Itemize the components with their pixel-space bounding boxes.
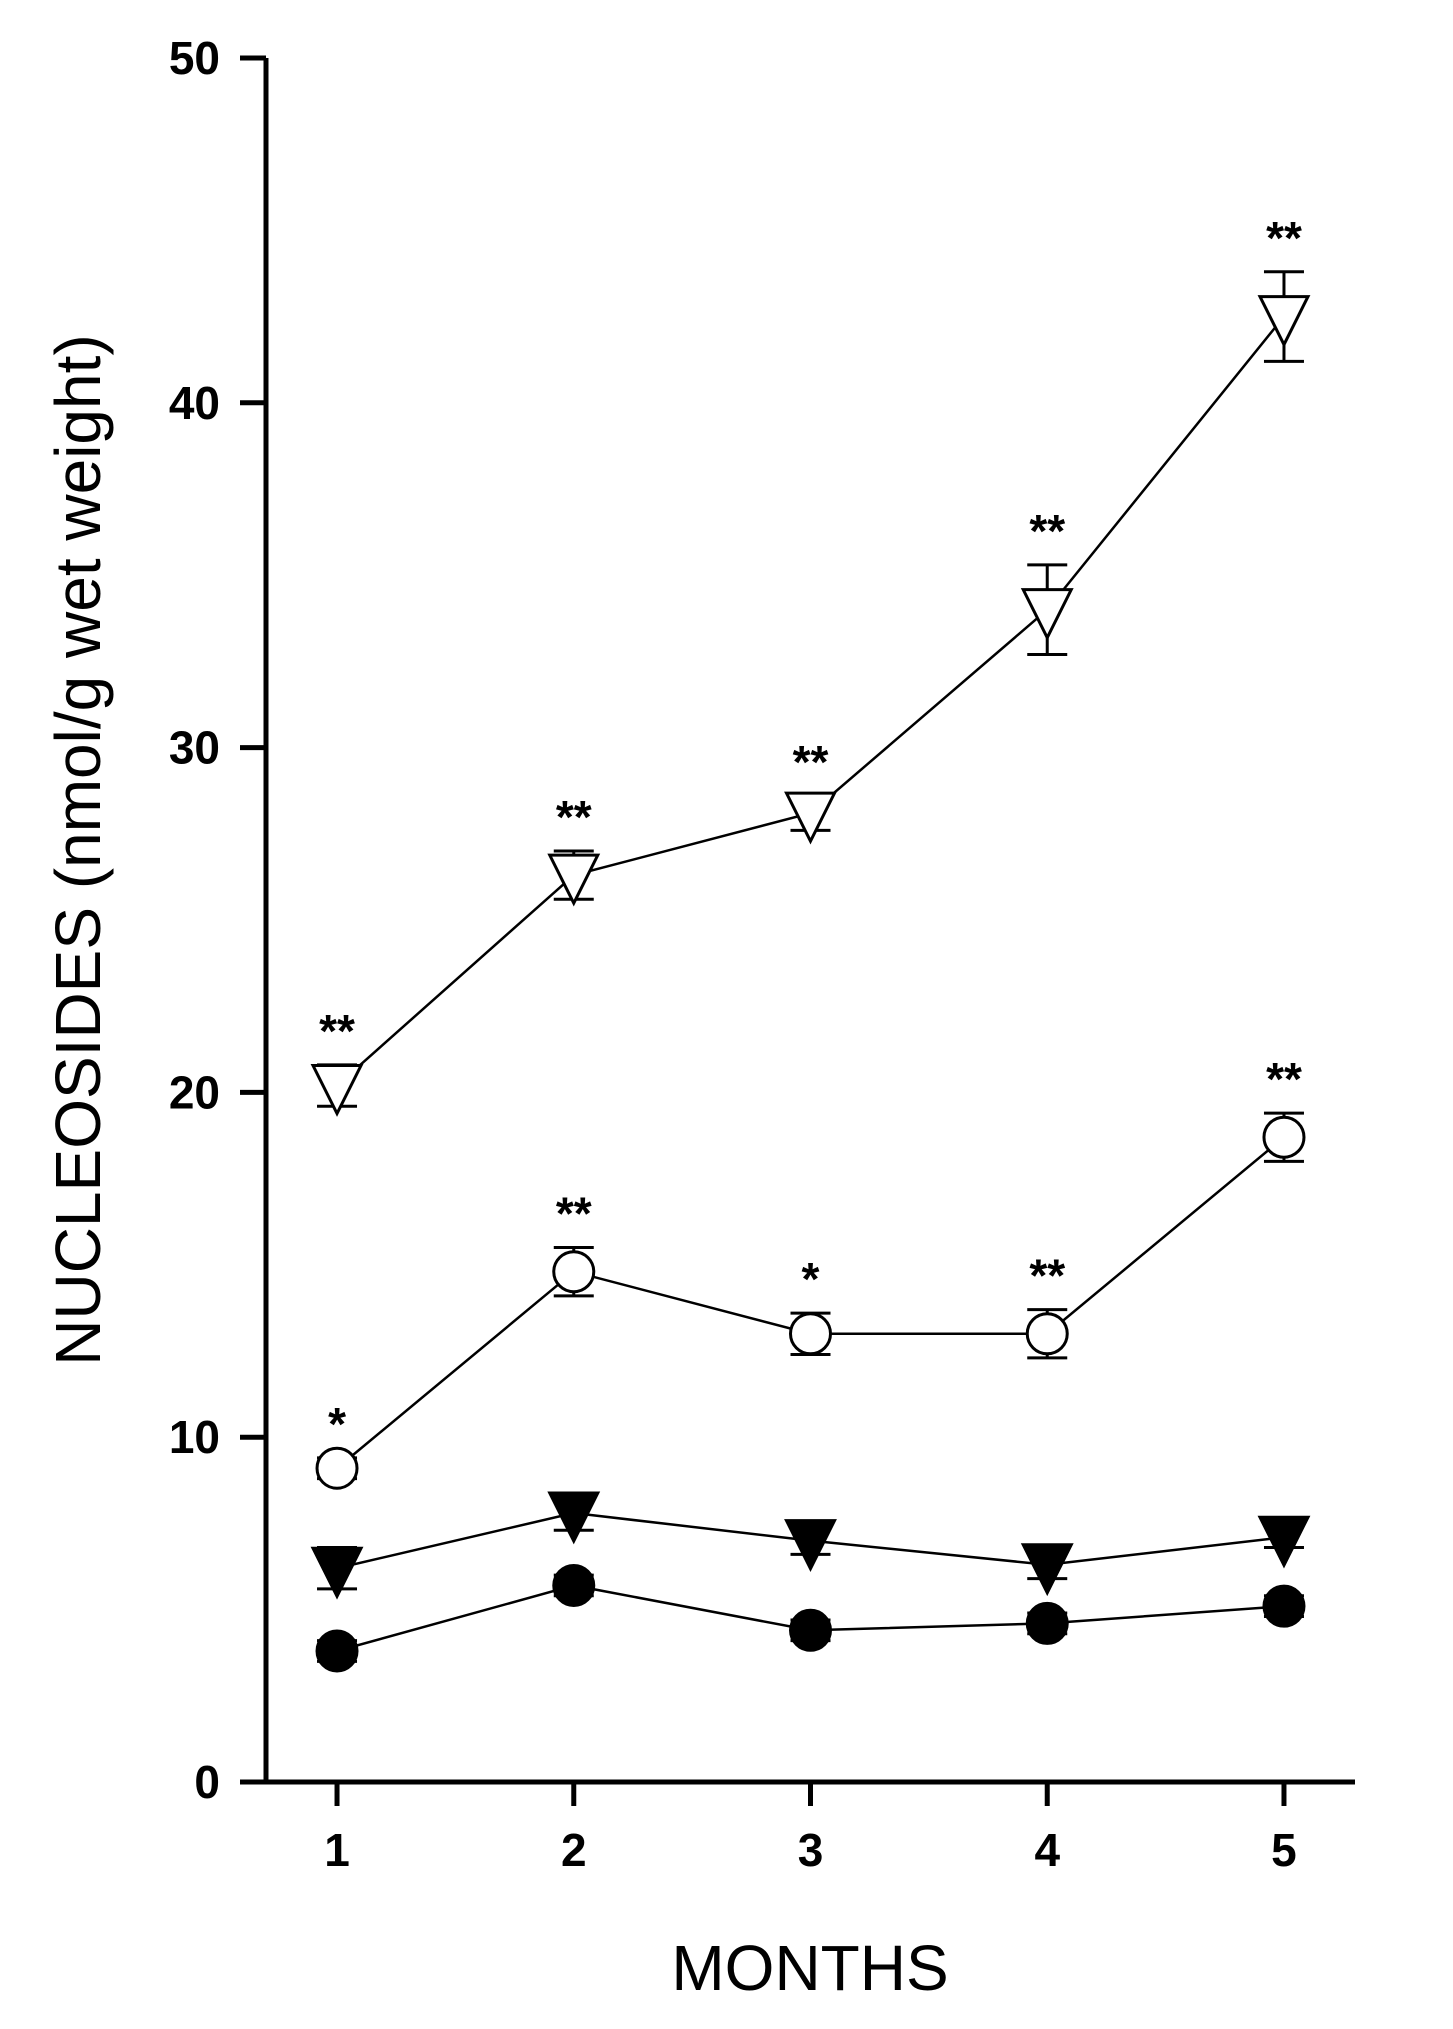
triangle-marker-filled — [547, 1491, 601, 1545]
significance-marker: ** — [1266, 1053, 1302, 1105]
circle-marker-filled — [315, 1629, 359, 1673]
y-tick-label: 30 — [169, 722, 220, 774]
circle-marker-open — [1262, 1115, 1306, 1159]
x-tick-label: 4 — [1034, 1824, 1060, 1876]
y-tick-label: 40 — [169, 377, 220, 429]
circle-marker-filled — [789, 1608, 832, 1652]
x-tick-label: 1 — [324, 1824, 350, 1876]
series-1: ** ** ** ** ** — [310, 212, 1311, 1117]
y-tick-label: 10 — [169, 1411, 220, 1463]
x-tick-label: 3 — [798, 1824, 824, 1876]
significance-marker: ** — [1029, 505, 1065, 557]
y-tick-label: 0 — [194, 1756, 220, 1808]
series-line — [336, 315, 1285, 1087]
circle-marker-open — [315, 1446, 359, 1490]
significance-marker: ** — [556, 1188, 592, 1240]
circle-marker-open — [1025, 1312, 1069, 1356]
significance-marker: ** — [793, 736, 829, 788]
circle-marker-filled — [1025, 1601, 1069, 1645]
x-axis-title: MONTHS — [671, 1932, 948, 2004]
circle-marker-filled — [1262, 1584, 1306, 1628]
triangle-marker-open — [1257, 295, 1311, 348]
triangle-marker-filled — [784, 1519, 837, 1572]
triangle-marker-filled — [310, 1546, 364, 1600]
significance-marker: * — [328, 1398, 346, 1450]
x-tick-label: 5 — [1271, 1824, 1297, 1876]
triangle-marker-filled — [1020, 1543, 1074, 1597]
y-tick-label: 20 — [169, 1066, 220, 1118]
circle-marker-open — [789, 1312, 832, 1356]
series-4 — [315, 1563, 1306, 1673]
triangle-marker-filled — [1257, 1515, 1311, 1569]
series-2: **** **** — [315, 1053, 1306, 1490]
series-layer: ************** **** — [310, 212, 1311, 1673]
circle-marker-open — [552, 1250, 596, 1294]
triangle-marker-open — [310, 1064, 364, 1117]
x-tick-label: 2 — [561, 1824, 587, 1876]
y-tick-label: 50 — [169, 32, 220, 84]
triangle-marker-open — [547, 853, 601, 907]
circle-marker-filled — [552, 1563, 596, 1607]
triangle-marker-open — [1020, 588, 1074, 642]
significance-marker: * — [802, 1253, 820, 1305]
significance-marker: ** — [1266, 212, 1302, 264]
significance-marker: ** — [1029, 1250, 1065, 1302]
axes: 0 10 20 30 40 50 1 2 3 4 5 — [169, 32, 1355, 1876]
significance-marker: ** — [556, 791, 592, 843]
significance-marker: ** — [319, 1005, 355, 1057]
series-3 — [310, 1491, 1311, 1600]
y-axis-title: NUCLEOSIDES (nmol/g wet weight) — [42, 334, 114, 1365]
triangle-marker-open — [784, 791, 837, 845]
